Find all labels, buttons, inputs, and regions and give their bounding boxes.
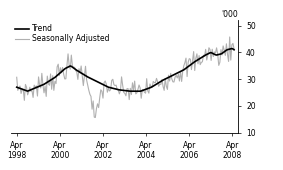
Text: '000: '000 [221, 10, 238, 19]
Legend: Trend, Seasonally Adjusted: Trend, Seasonally Adjusted [15, 24, 110, 43]
